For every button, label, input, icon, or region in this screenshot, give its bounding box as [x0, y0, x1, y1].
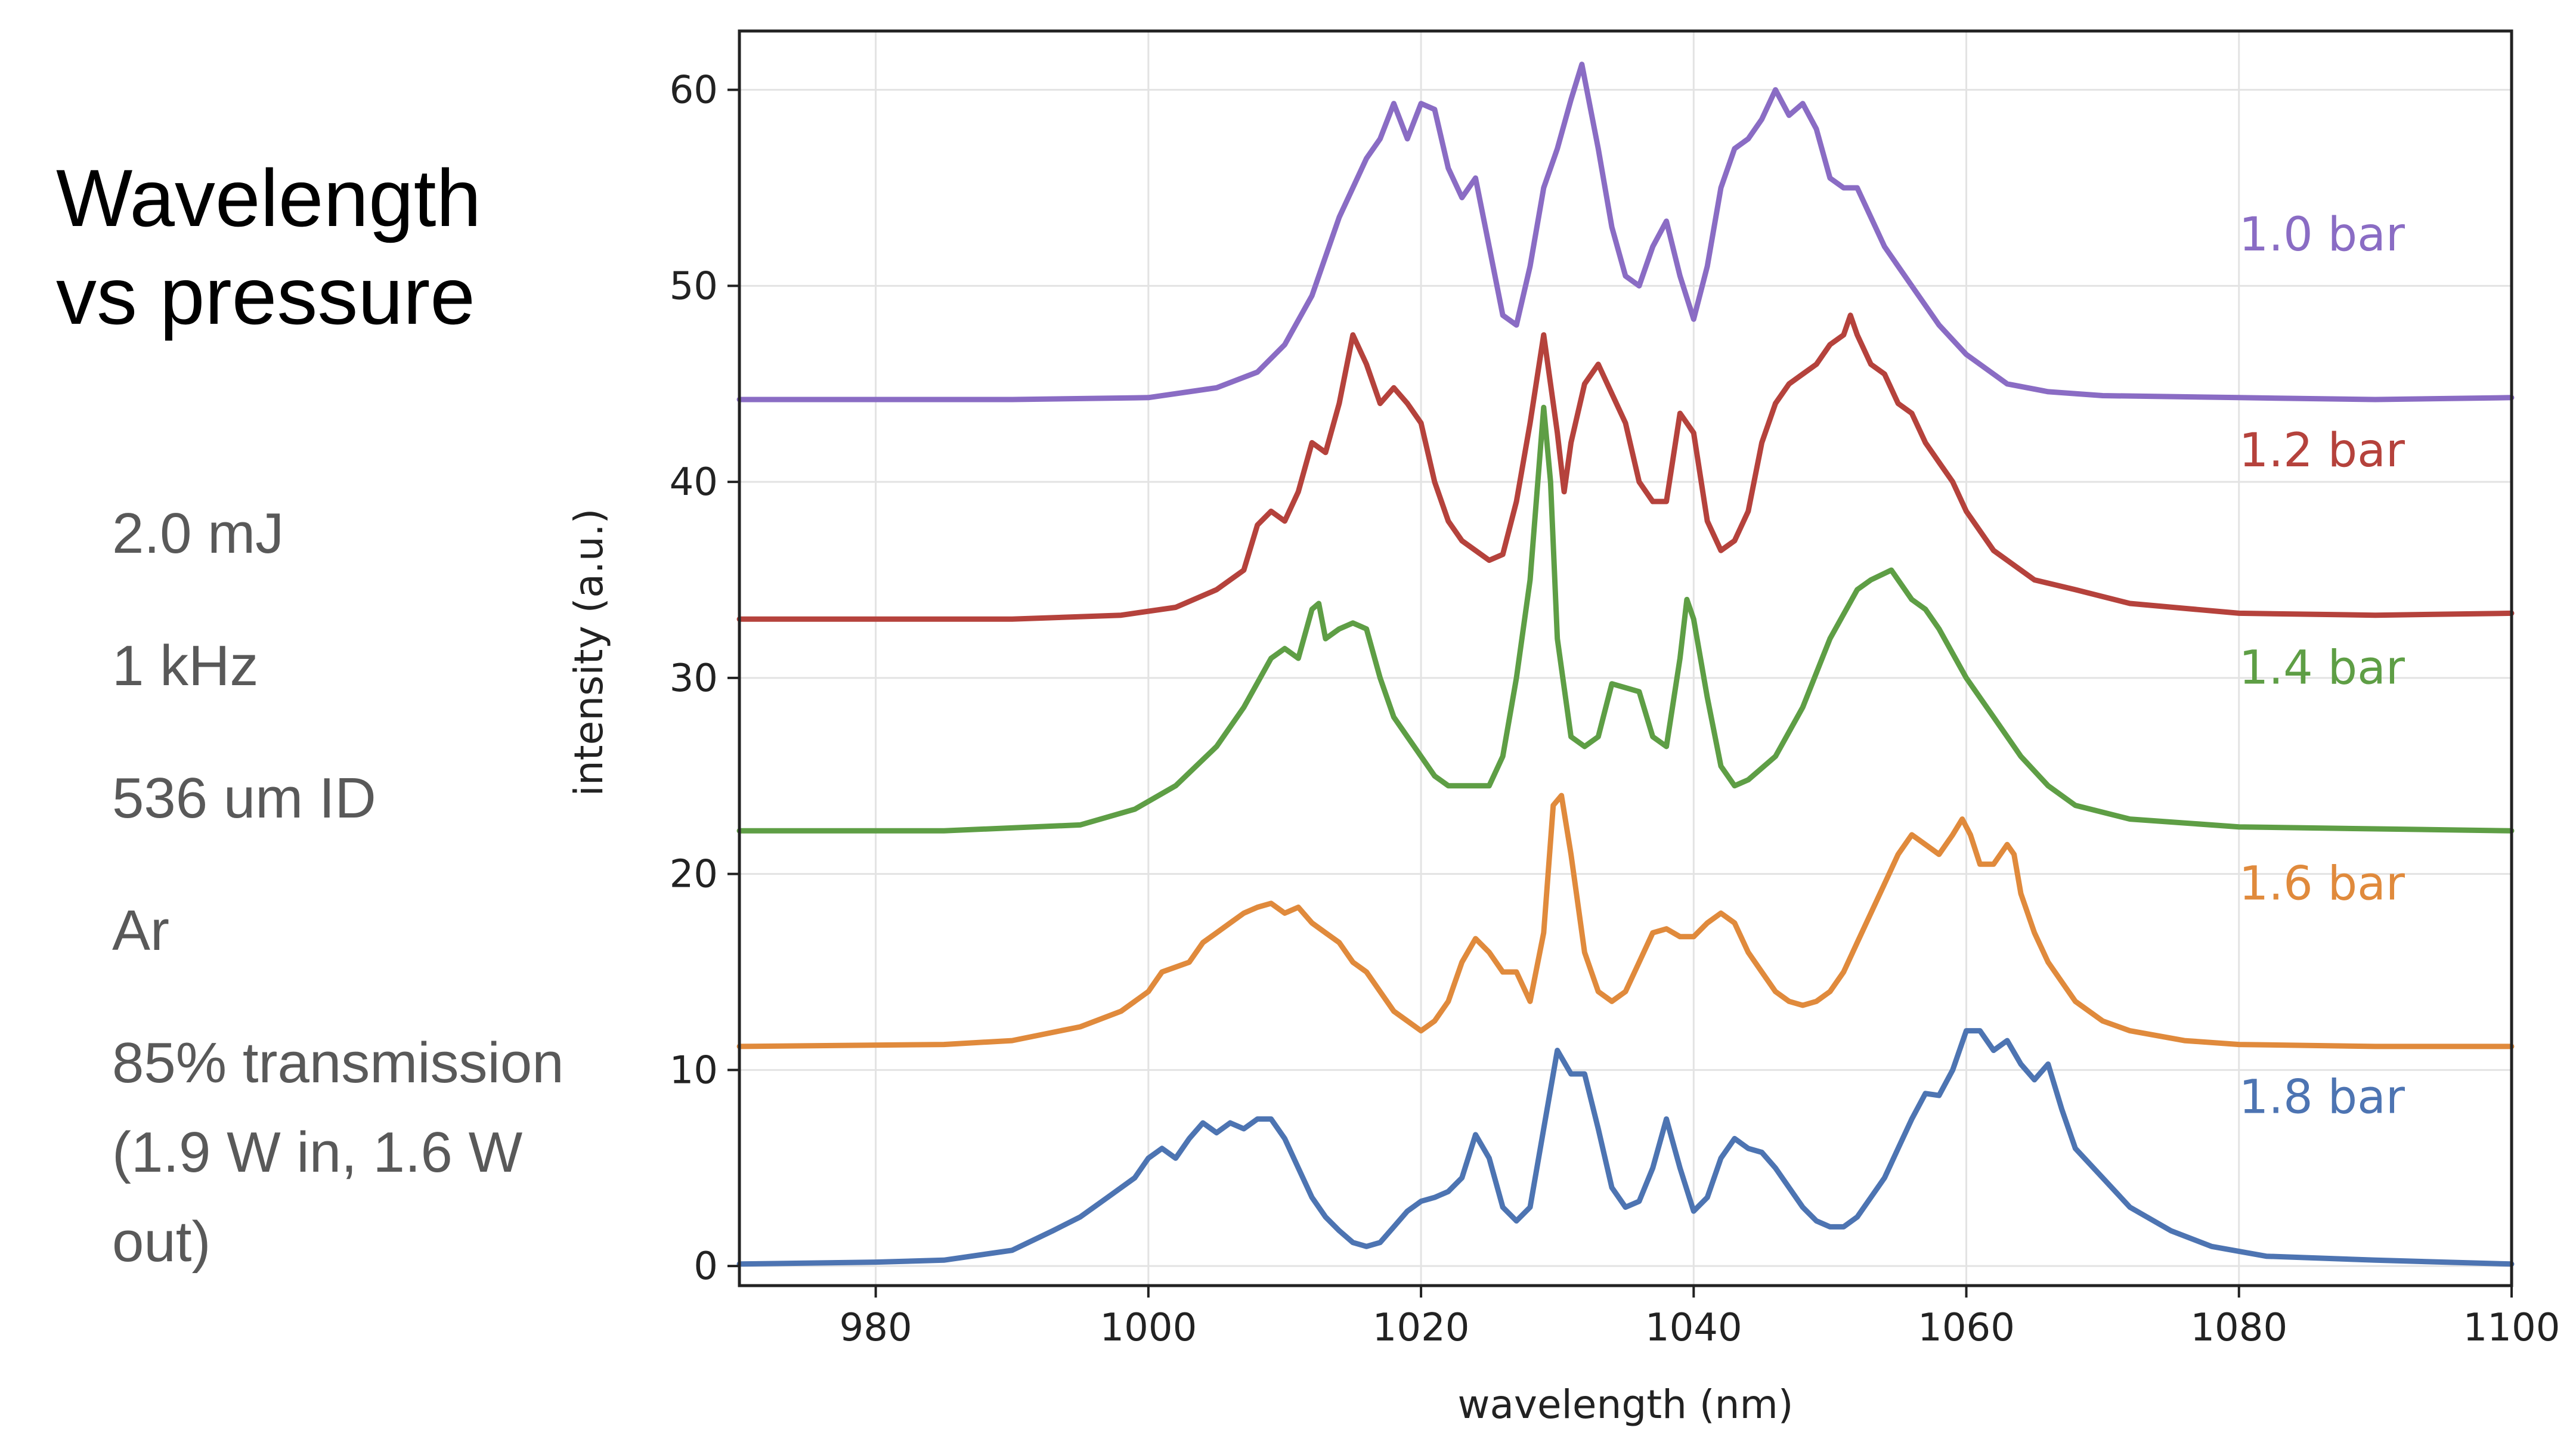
y-tick-label: 0	[693, 1244, 718, 1289]
series-label-2: 1.4 bar	[2239, 642, 2405, 695]
note-pulse-energy: 2.0 mJ	[112, 501, 284, 565]
y-tick-label: 10	[670, 1048, 718, 1092]
series-line-3	[736, 792, 2515, 1049]
series-line-2	[736, 404, 2515, 834]
note-gas: Ar	[112, 899, 169, 962]
x-tick-label: 1100	[2463, 1306, 2560, 1350]
slide-title-line-2: vs pressure	[56, 250, 475, 341]
series-line-1	[736, 312, 2515, 622]
plot-frame	[738, 29, 2513, 1287]
series-label-4: 1.8 bar	[2239, 1071, 2405, 1125]
x-tick-label: 1040	[1645, 1306, 1742, 1350]
series-line-4	[736, 1028, 2515, 1267]
series-lines	[736, 61, 2515, 1267]
y-tick-label: 20	[670, 853, 718, 897]
y-tick-label: 50	[670, 264, 718, 308]
slide-title-line-1: Wavelength	[56, 153, 482, 243]
x-axis-title: wavelength (nm)	[1457, 1382, 1793, 1428]
y-tick-label: 60	[670, 69, 718, 113]
y-axis-title: intensity (a.u.)	[566, 509, 612, 797]
note-inner-diameter: 536 um ID	[112, 766, 376, 830]
series-line-0	[736, 61, 2515, 402]
note-transmission: 85% transmission (1.9 W in, 1.6 W out)	[112, 1031, 564, 1274]
x-tick-label: 1080	[2190, 1306, 2287, 1350]
y-tick-label: 30	[670, 657, 718, 701]
y-tick-label: 40	[670, 460, 718, 504]
experiment-parameters: 2.0 mJ 1 kHz 536 um ID Ar 85% transmissi…	[112, 489, 565, 1287]
series-label-3: 1.6 bar	[2239, 857, 2405, 911]
x-tick-label: 980	[840, 1306, 912, 1350]
x-tick-label: 1020	[1373, 1306, 1470, 1350]
x-tick-label: 1060	[1918, 1306, 2015, 1350]
note-repetition-rate: 1 kHz	[112, 634, 259, 698]
slide-title: Wavelength vs pressure	[56, 149, 481, 345]
series-label-0: 1.0 bar	[2239, 208, 2405, 262]
series-label-1: 1.2 bar	[2239, 424, 2405, 478]
x-tick-label: 1000	[1100, 1306, 1197, 1350]
series-labels: 1.0 bar 1.2 bar 1.4 bar 1.6 bar 1.8 bar	[2239, 208, 2405, 1125]
